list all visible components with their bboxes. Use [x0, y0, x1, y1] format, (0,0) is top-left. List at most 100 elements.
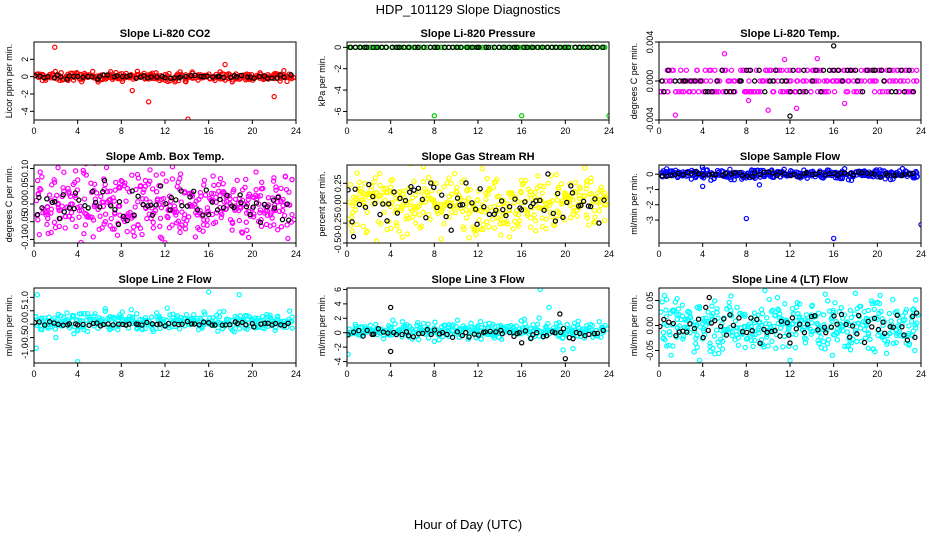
- y-tick-label: 0.00: [333, 194, 343, 212]
- data-point: [903, 89, 909, 95]
- data-point: [494, 176, 500, 183]
- data-point: [490, 321, 496, 327]
- data-point: [79, 78, 85, 85]
- data-point: [801, 78, 807, 84]
- data-point: [661, 89, 667, 95]
- data-point: [111, 198, 117, 204]
- data-point: [126, 321, 132, 327]
- data-point: [231, 186, 237, 193]
- data-point: [357, 185, 364, 192]
- data-point: [168, 194, 174, 201]
- data-point: [452, 199, 458, 205]
- data-point: [347, 351, 351, 358]
- data-point: [482, 329, 488, 335]
- x-tick-label: 16: [829, 126, 839, 136]
- data-point: [280, 196, 286, 203]
- data-point: [549, 329, 556, 335]
- data-point: [284, 201, 290, 207]
- data-point: [49, 182, 55, 188]
- data-point: [76, 197, 82, 203]
- data-point: [842, 170, 848, 176]
- data-point: [408, 183, 414, 190]
- data-point: [535, 173, 541, 179]
- data-point: [717, 323, 724, 330]
- data-point: [35, 217, 41, 223]
- data-point: [748, 337, 755, 344]
- data-point: [234, 177, 240, 184]
- data-point: [901, 89, 908, 95]
- data-point: [97, 323, 104, 329]
- data-point: [829, 352, 836, 359]
- data-point: [825, 336, 832, 343]
- data-point: [120, 321, 126, 328]
- data-point: [659, 172, 665, 179]
- data-point: [471, 227, 477, 233]
- data-point: [815, 322, 821, 328]
- data-point: [498, 336, 505, 343]
- data-point: [890, 78, 896, 84]
- data-point: [352, 207, 359, 213]
- data-point: [454, 195, 461, 201]
- data-point: [281, 322, 288, 329]
- data-point: [205, 289, 212, 295]
- data-point: [484, 218, 490, 225]
- data-point: [549, 44, 555, 51]
- data-point: [854, 338, 860, 345]
- data-point: [60, 185, 66, 191]
- data-point: [139, 322, 145, 328]
- panel-points: [347, 44, 609, 119]
- data-point: [712, 298, 718, 304]
- data-point: [253, 200, 260, 206]
- data-point: [121, 182, 128, 189]
- x-tick-label: 16: [517, 126, 527, 136]
- data-point: [684, 329, 690, 335]
- data-point: [844, 343, 850, 349]
- data-point: [503, 218, 510, 225]
- panel-9: Slope Line 4 (LT) Flow 0 4 8 12 16 20 24 -0.05 0.…: [629, 274, 926, 379]
- data-point: [214, 207, 221, 213]
- data-point: [830, 43, 837, 49]
- data-point: [376, 170, 383, 177]
- data-point: [75, 177, 81, 183]
- y-tick-label: 2: [333, 316, 343, 321]
- data-point: [271, 222, 277, 228]
- data-point: [194, 207, 201, 213]
- x-tick-label: 0: [344, 369, 349, 379]
- data-point: [115, 221, 122, 228]
- data-point: [565, 44, 572, 51]
- x-tick-label: 24: [604, 369, 614, 379]
- data-point: [918, 221, 921, 228]
- data-point: [743, 336, 750, 342]
- data-point: [404, 231, 411, 237]
- data-point: [817, 169, 823, 176]
- data-point: [112, 206, 118, 213]
- data-point: [739, 172, 746, 178]
- x-tick-label: 4: [700, 369, 705, 379]
- data-point: [722, 170, 729, 177]
- data-point: [588, 175, 594, 181]
- data-point: [769, 338, 775, 345]
- data-point: [706, 294, 712, 301]
- data-point: [905, 78, 911, 84]
- data-point: [745, 97, 752, 104]
- data-point: [480, 226, 486, 233]
- data-point: [255, 193, 261, 200]
- data-point: [914, 78, 920, 84]
- data-point: [489, 216, 496, 222]
- data-point: [257, 207, 264, 213]
- data-point: [449, 334, 456, 341]
- data-point: [218, 214, 224, 221]
- data-point: [712, 67, 718, 73]
- data-point: [765, 107, 771, 113]
- data-point: [792, 344, 799, 351]
- data-point: [102, 306, 109, 312]
- data-point: [374, 44, 380, 51]
- data-point: [587, 44, 593, 51]
- data-point: [198, 73, 204, 80]
- data-point: [278, 185, 284, 192]
- data-point: [366, 181, 372, 188]
- data-point: [159, 235, 165, 242]
- data-point: [712, 317, 718, 324]
- data-point: [419, 196, 426, 203]
- data-point: [815, 310, 822, 316]
